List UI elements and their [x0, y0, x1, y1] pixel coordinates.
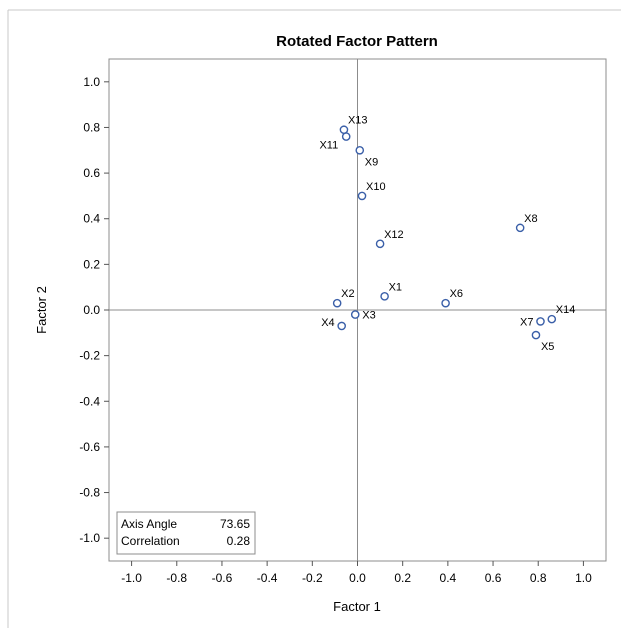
- x-tick-label: -0.8: [166, 571, 187, 585]
- data-point-marker: [547, 314, 557, 324]
- data-point-marker: [339, 125, 349, 135]
- inset-row-value: 0.28: [227, 534, 251, 548]
- data-point-marker: [515, 223, 525, 233]
- data-point-label: X5: [541, 341, 554, 353]
- x-tick-label: 0.0: [349, 571, 366, 585]
- x-axis-label: Factor 1: [333, 599, 381, 614]
- data-point-label: X1: [389, 281, 402, 293]
- x-tick-label: -0.2: [302, 571, 323, 585]
- inset-row-value: 73.65: [220, 517, 250, 531]
- x-tick-label: 1.0: [575, 571, 592, 585]
- data-point-marker: [332, 298, 342, 308]
- data-points: X1 X2 X3 X4 X5 X6 X7 X8 X9 X10 X11 X12 X13 X14: [319, 115, 575, 353]
- y-tick-label: 0.0: [83, 303, 100, 317]
- y-tick-label: 0.2: [83, 257, 100, 271]
- inset-row-label: Correlation: [121, 534, 180, 548]
- x-tick-label: -1.0: [121, 571, 142, 585]
- data-point-label: X7: [520, 316, 533, 328]
- data-point-marker: [380, 292, 389, 301]
- x-tick-label: 0.2: [394, 571, 411, 585]
- y-tick-label: 0.8: [83, 120, 100, 134]
- data-point-label: X11: [319, 140, 338, 152]
- data-point-label: X13: [348, 115, 368, 127]
- data-point-marker: [531, 330, 541, 340]
- y-tick-label: 0.6: [83, 166, 100, 180]
- y-tick-label: -0.8: [79, 486, 100, 500]
- y-axis-label: Factor 2: [34, 286, 49, 334]
- y-tick-label: -0.4: [79, 394, 100, 408]
- y-tick-label: 0.4: [83, 212, 100, 226]
- data-point-marker: [355, 145, 365, 155]
- data-point-label: X2: [341, 288, 354, 300]
- data-point-label: X12: [384, 229, 404, 241]
- data-point-marker: [350, 310, 360, 319]
- y-tick-label: -1.0: [79, 531, 100, 545]
- data-point-label: X4: [321, 317, 334, 329]
- inset-box: Axis Angle 73.65 Correlation 0.28: [116, 511, 256, 555]
- data-point-marker: [341, 132, 351, 141]
- x-tick-label: -0.6: [212, 571, 233, 585]
- data-point-marker: [375, 239, 385, 249]
- x-axis-ticks: -1.0 -0.8 -0.6 -0.4 -0.2 0.0 0.2 0.4 0.6 0.8 1.0: [121, 561, 592, 585]
- y-tick-label: 1.0: [83, 75, 100, 89]
- y-tick-label: -0.6: [79, 440, 100, 454]
- x-tick-label: 0.6: [485, 571, 502, 585]
- data-point-label: X3: [362, 310, 375, 322]
- data-point-label: X6: [450, 288, 463, 300]
- data-point-label: X9: [365, 156, 378, 168]
- data-point-label: X10: [366, 181, 386, 193]
- chart-title: Rotated Factor Pattern: [276, 33, 438, 50]
- y-axis-ticks: -1.0 -0.8 -0.6 -0.4 -0.2 0.0 0.2 0.4 0.6 0.8 1.0: [79, 75, 109, 545]
- x-tick-label: 0.8: [530, 571, 547, 585]
- reference-lines: [109, 59, 606, 561]
- x-tick-label: -0.4: [257, 571, 278, 585]
- y-tick-label: -0.2: [79, 349, 100, 363]
- inset-row-label: Axis Angle: [121, 517, 177, 531]
- data-point-label: X8: [524, 213, 537, 225]
- data-point-marker: [441, 298, 450, 308]
- inset-box-frame: [116, 511, 256, 555]
- data-point-label: X14: [556, 304, 576, 316]
- data-point-marker: [536, 317, 545, 326]
- data-point-marker: [337, 321, 346, 331]
- data-point-marker: [357, 191, 367, 201]
- x-tick-label: 0.4: [440, 571, 457, 585]
